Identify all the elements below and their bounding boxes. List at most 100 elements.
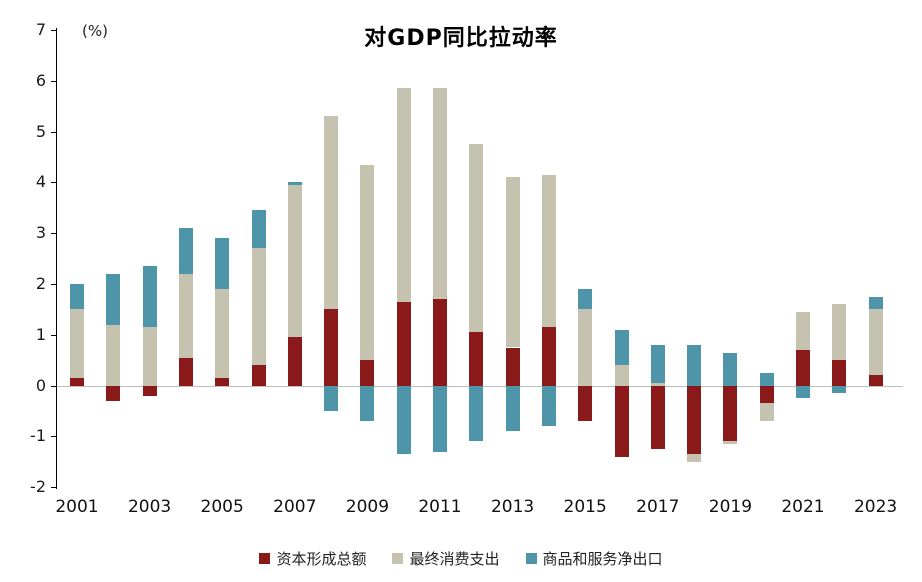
x-tick-label: 2011	[418, 497, 462, 517]
bar-segment	[251, 210, 266, 249]
bar-segment	[287, 337, 302, 386]
bar-segment	[796, 311, 810, 351]
bar-segment	[505, 347, 520, 386]
bar-segment	[578, 309, 593, 386]
bar-segment	[106, 385, 121, 401]
x-tick-label: 2023	[853, 497, 898, 517]
bar-segment	[178, 273, 193, 358]
bar-segment	[723, 385, 738, 442]
bar-segment	[687, 385, 702, 455]
bar-segment	[469, 385, 484, 442]
y-tick-label: 1	[35, 324, 46, 344]
bar-segment	[433, 299, 447, 386]
bar-segment	[832, 304, 847, 361]
y-tick-mark	[51, 436, 56, 438]
bar-segment	[578, 385, 593, 422]
bar-segment	[614, 385, 629, 457]
legend-swatch	[259, 553, 271, 564]
bar-segment	[396, 88, 411, 302]
y-tick-mark	[51, 233, 56, 235]
legend-item: 商品和服务净出口	[525, 548, 663, 569]
y-tick-label: 2	[35, 274, 46, 293]
x-tick-label: 2017	[636, 497, 680, 517]
legend-label: 商品和服务净出口	[542, 550, 663, 568]
x-tick-label: 2021	[781, 497, 825, 517]
bar-segment	[541, 174, 556, 328]
legend-swatch	[525, 553, 537, 564]
bar-segment	[832, 360, 847, 386]
x-tick-label: 2013	[490, 497, 535, 517]
bar-segment	[650, 385, 665, 450]
y-tick-label: 0	[35, 375, 46, 395]
legend-label: 资本形成总额	[276, 550, 367, 568]
bar-segment	[541, 327, 556, 386]
bar-segment	[541, 385, 556, 427]
bar-segment	[868, 296, 883, 310]
bar-segment	[142, 266, 157, 328]
bar-segment	[324, 116, 339, 310]
bar-segment	[215, 289, 230, 378]
y-tick-mark	[51, 131, 56, 133]
bar-segment	[360, 164, 375, 361]
y-tick-mark	[51, 334, 56, 336]
chart-title: 对GDP同比拉动率	[364, 26, 558, 51]
bar-segment	[433, 385, 447, 452]
bar-segment	[832, 385, 847, 394]
bar-segment	[287, 182, 302, 185]
x-tick-label: 2005	[200, 497, 244, 517]
y-tick-mark	[51, 80, 56, 82]
bar-segment	[796, 385, 810, 399]
x-tick-label: 2019	[708, 497, 753, 517]
y-tick-label: 4	[35, 172, 46, 192]
bar-segment	[142, 385, 157, 396]
bar-segment	[469, 332, 484, 386]
bar-segment	[868, 375, 883, 386]
legend-swatch	[392, 553, 404, 564]
legend-label: 最终消费支出	[409, 550, 500, 568]
bar-segment	[396, 385, 411, 455]
x-tick-label: 2001	[55, 497, 99, 517]
bar-segment	[614, 365, 629, 386]
y-tick-label: 5	[35, 121, 46, 141]
bar-segment	[759, 385, 774, 404]
bar-segment	[650, 344, 665, 384]
bar-segment	[106, 324, 121, 386]
bar-segment	[759, 403, 774, 422]
bar-segment	[215, 377, 230, 386]
y-tick-mark	[51, 487, 56, 489]
bar-segment	[178, 357, 193, 386]
bar-segment	[70, 377, 84, 386]
y-tick-label: -2	[30, 477, 46, 497]
bar-segment	[106, 273, 121, 325]
bar-segment	[360, 360, 375, 386]
bar-segment	[759, 372, 774, 386]
bar-segment	[287, 184, 302, 338]
bar-segment	[505, 177, 520, 348]
bar-segment	[687, 344, 702, 386]
bar-segment	[578, 289, 593, 310]
x-tick-label: 2003	[127, 497, 172, 517]
bar-segment	[70, 284, 84, 310]
bar-segment	[505, 385, 520, 432]
x-tick-label: 2009	[345, 497, 390, 517]
bar-segment	[650, 383, 665, 386]
y-tick-mark	[51, 182, 56, 184]
y-tick-mark	[51, 30, 56, 31]
y-tick-label: 3	[35, 223, 46, 243]
legend: 资本形成总额 最终消费支出 商品和服务净出口	[0, 548, 922, 569]
legend-item: 资本形成总额	[259, 548, 366, 569]
bar-segment	[178, 228, 193, 274]
bar-segment	[723, 352, 738, 386]
x-tick-label: 2015	[563, 497, 607, 517]
y-tick-mark	[51, 385, 56, 387]
y-tick-label: 7	[35, 20, 46, 39]
bar-segment	[433, 88, 447, 300]
bar-segment	[396, 301, 411, 386]
y-axis-line	[56, 28, 57, 490]
bar-segment	[469, 144, 484, 333]
bar-segment	[70, 309, 84, 378]
y-tick-mark	[51, 284, 56, 285]
bar-segment	[324, 385, 339, 411]
y-tick-label: -1	[30, 426, 46, 446]
